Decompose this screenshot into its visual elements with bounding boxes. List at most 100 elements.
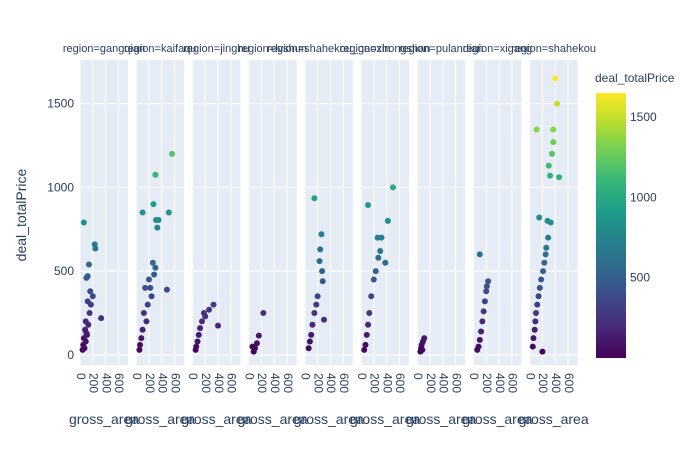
facet-title: region=zhongshan [340,43,431,55]
facet-title: region=shahekou_gaoxin [267,43,390,55]
scatter-point [533,310,539,317]
scatter-point [547,172,554,179]
scatter-point [206,306,213,313]
scatter-point [200,310,207,317]
scatter-point [146,276,152,283]
scatter-point [377,248,384,255]
scatter-point [85,261,92,268]
x-tick-label: 0 [523,373,537,380]
scatter-point [260,310,267,317]
x-axis-title: gross_area [294,411,364,427]
scatter-point [152,171,159,178]
x-tick-label: 200 [480,373,494,393]
scatter-point [550,126,557,133]
x-tick-label: 200 [424,373,438,393]
x-tick-label: 200 [368,373,382,393]
scatter-point [311,310,318,317]
scatter-point [249,343,256,350]
facet-background [192,60,241,365]
scatter-point [536,214,543,221]
y-tick-label: 1000 [47,180,74,194]
scatter-point [476,336,483,343]
x-axis-title: gross_area [519,411,589,427]
scatter-point [481,298,488,305]
scatter-point [197,325,204,332]
x-tick-label: 600 [225,373,239,393]
scatter-point [534,301,541,308]
scatter-point [361,346,368,353]
colorbar-gradient [596,93,626,358]
facet-title: region=shahekou [511,43,596,55]
scatter-point [86,310,93,317]
scatter-point [370,276,377,283]
scatter-point [476,251,483,258]
scatter-point [210,301,217,308]
scatter-point [147,284,154,291]
scatter-point [318,231,325,238]
x-tick-label: 200 [143,373,157,393]
x-axis-title: gross_area [238,411,308,427]
scatter-point [533,126,540,133]
x-tick-label: 600 [168,373,182,393]
scatter-point [139,326,146,333]
scatter-point [149,259,156,266]
scatter-point [316,258,323,265]
scatter-point [365,201,372,208]
scatter-point [151,271,158,278]
y-tick-label: 1500 [47,97,74,111]
x-tick-label: 400 [99,373,113,393]
x-tick-label: 0 [355,373,369,380]
scatter-point [544,217,551,224]
scatter-point [554,100,561,107]
facet-title: region=pulandian [399,43,484,55]
scatter-point [138,335,145,342]
scatter-point [530,335,537,342]
scatter-point [98,315,105,322]
x-tick-label: 600 [393,373,407,393]
colorbar-tick-label: 500 [630,271,650,285]
x-axis-title: gross_area [462,411,532,427]
x-axis-title: gross_area [125,411,195,427]
scatter-point [143,318,150,325]
scatter-point [390,184,396,191]
x-tick-label: 0 [467,373,481,380]
scatter-point [384,217,391,224]
y-tick-label: 500 [54,264,74,278]
x-tick-label: 400 [380,373,394,393]
y-axis-title: deal_totalPrice [13,168,29,261]
scatter-point [169,150,176,157]
x-tick-label: 400 [549,373,563,393]
scatter-point [250,348,257,355]
scatter-point [382,259,389,266]
scatter-point [139,209,146,216]
scatter-point [541,259,548,266]
scatter-point [92,245,99,252]
scatter-point [215,322,221,329]
scatter-point [313,301,320,308]
colorbar-title: deal_totalPrice [595,71,675,85]
scatter-point [82,338,89,345]
scatter-point [552,75,559,82]
scatter-point [153,217,160,224]
scatter-point [305,345,312,352]
scatter-point [529,343,536,350]
scatter-point [165,209,172,216]
scatter-point [163,286,170,293]
scatter-point [542,251,549,258]
scatter-point [319,268,326,275]
scatter-point [253,340,260,347]
scatter-point [372,268,379,275]
scatter-point [550,139,557,146]
scatter-point [479,318,486,325]
scatter-point [368,293,375,300]
scatter-point [306,338,313,345]
colorbar: deal_totalPrice 500 1000 1500 [595,71,675,358]
x-tick-label: 200 [536,373,550,393]
facet-title: region=jinghu [183,43,249,55]
